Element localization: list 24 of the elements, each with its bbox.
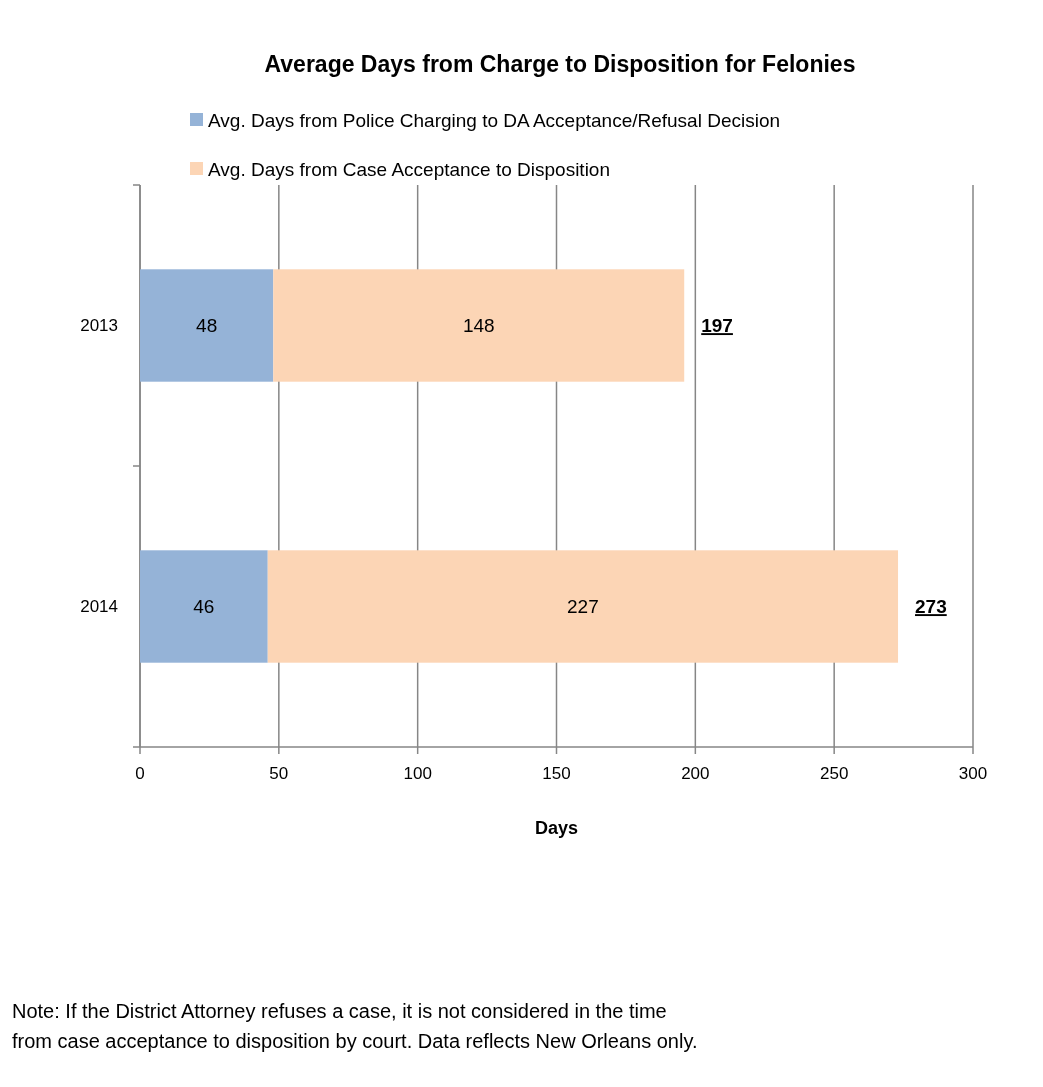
x-tick-label: 300 xyxy=(958,764,988,783)
legend-label: Avg. Days from Police Charging to DA Acceptance/Refusal Decision xyxy=(208,109,781,131)
data-label: 46 xyxy=(193,596,215,618)
chart-title: Average Days from Charge to Disposition for Felonies xyxy=(264,51,856,77)
total-label: 197 xyxy=(701,315,733,337)
data-label: 148 xyxy=(462,315,495,337)
x-tick-label: 150 xyxy=(542,764,571,783)
total-label: 273 xyxy=(915,596,947,618)
bar xyxy=(267,550,899,663)
y-tick-label: 2013 xyxy=(80,316,118,336)
y-tick-label: 2014 xyxy=(80,597,118,617)
bar xyxy=(140,550,268,663)
data-label: 48 xyxy=(196,315,218,337)
legend-label: Avg. Days from Case Acceptance to Disposition xyxy=(208,158,611,180)
x-tick-label: 250 xyxy=(819,764,849,783)
bar xyxy=(140,269,274,382)
x-tick-label: 100 xyxy=(403,764,432,783)
x-axis-title: Days xyxy=(534,818,579,838)
x-tick-label: 50 xyxy=(269,764,289,783)
x-tick-label: 200 xyxy=(681,764,710,783)
x-tick-label: 0 xyxy=(135,764,145,783)
text: Note: If the District Attorney refuses a case, it is not considered in the time from case acceptance to disposition by court. Data reflects New Orleans only. xyxy=(12,1000,698,1052)
data-label: 227 xyxy=(567,596,599,618)
bar xyxy=(273,269,685,382)
